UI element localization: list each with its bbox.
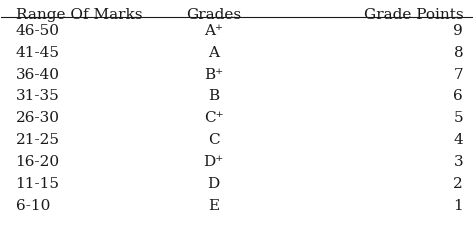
Text: 16-20: 16-20 bbox=[16, 155, 60, 169]
Text: 6: 6 bbox=[454, 89, 463, 104]
Text: 46-50: 46-50 bbox=[16, 24, 60, 38]
Text: 8: 8 bbox=[454, 46, 463, 60]
Text: B: B bbox=[208, 89, 219, 104]
Text: 31-35: 31-35 bbox=[16, 89, 59, 104]
Text: 4: 4 bbox=[454, 133, 463, 147]
Text: Grades: Grades bbox=[186, 8, 241, 22]
Text: 41-45: 41-45 bbox=[16, 46, 60, 60]
Text: 2: 2 bbox=[454, 177, 463, 191]
Text: 1: 1 bbox=[454, 199, 463, 213]
Text: 11-15: 11-15 bbox=[16, 177, 60, 191]
Text: 21-25: 21-25 bbox=[16, 133, 60, 147]
Text: 26-30: 26-30 bbox=[16, 111, 60, 125]
Text: C: C bbox=[208, 133, 219, 147]
Text: B⁺: B⁺ bbox=[204, 67, 223, 81]
Text: 9: 9 bbox=[454, 24, 463, 38]
Text: 5: 5 bbox=[454, 111, 463, 125]
Text: D⁺: D⁺ bbox=[203, 155, 224, 169]
Text: A⁺: A⁺ bbox=[204, 24, 223, 38]
Text: A: A bbox=[208, 46, 219, 60]
Text: Range Of Marks: Range Of Marks bbox=[16, 8, 142, 22]
Text: D: D bbox=[207, 177, 219, 191]
Text: E: E bbox=[208, 199, 219, 213]
Text: Grade Points: Grade Points bbox=[364, 8, 463, 22]
Text: 36-40: 36-40 bbox=[16, 67, 60, 81]
Text: 3: 3 bbox=[454, 155, 463, 169]
Text: 7: 7 bbox=[454, 67, 463, 81]
Text: 6-10: 6-10 bbox=[16, 199, 50, 213]
Text: C⁺: C⁺ bbox=[204, 111, 223, 125]
